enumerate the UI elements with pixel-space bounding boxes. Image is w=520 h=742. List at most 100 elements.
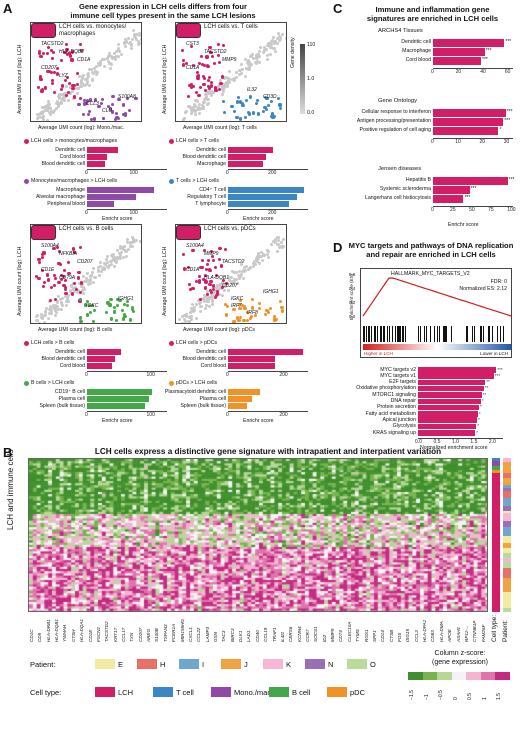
nes-bars: MYC targets v2 *** MYC targets v1 *** E2F ta…	[356, 367, 503, 442]
background-gene-dot	[81, 75, 85, 79]
other-enriched-gene-dot	[109, 297, 113, 301]
celltype-swatch-0	[95, 687, 115, 697]
enrichr-bar	[87, 396, 149, 402]
other-enriched-gene-dot	[108, 303, 112, 307]
background-gene-dot	[261, 252, 265, 256]
gene-label-ighg1: IGHG1	[263, 289, 279, 295]
lch-enriched-gene-dot	[187, 83, 191, 88]
bar-term-label: Hepatitis B	[405, 176, 431, 183]
other-enriched-gene-dot	[278, 299, 282, 303]
enrichr-label-1: Enrichr score	[102, 216, 133, 222]
lch-enriched-gene-dot	[49, 298, 53, 303]
background-gene-dot	[261, 254, 265, 258]
scatter-title-2-l1: LCH cells vs. T cells	[204, 24, 258, 30]
gene-label-cd1e: CD1E	[41, 267, 55, 273]
background-gene-dot	[111, 258, 115, 262]
background-gene-dot	[215, 284, 219, 288]
lch-enriched-gene-dot	[53, 276, 58, 280]
barcode-hit	[418, 326, 420, 342]
barcode-hit	[402, 326, 404, 342]
background-gene-dot	[43, 320, 47, 323]
background-gene-dot	[98, 61, 102, 65]
enrichr-label-3: Enrichr score	[102, 418, 133, 424]
bar-row: Oxidative phosphorylation **	[356, 385, 503, 392]
down-legend-dot-2	[169, 179, 174, 184]
barcode-hit	[497, 326, 499, 342]
other-enriched-gene-dot	[101, 117, 105, 121]
axis-tick-label: 100	[129, 170, 138, 176]
up-legend-dot-2	[169, 139, 174, 144]
background-gene-dot	[99, 265, 103, 269]
barcode-hit	[472, 326, 474, 342]
heatmap-gene-label: CD207	[137, 627, 143, 642]
background-gene-dot	[248, 65, 252, 69]
background-gene-dot	[273, 240, 277, 244]
background-gene-dot	[218, 79, 222, 83]
c-axis-2	[433, 138, 513, 139]
other-enriched-gene-dot	[235, 115, 239, 119]
celltype-name-3: B cell	[292, 688, 311, 697]
heatmap-gene-label: CTSH	[70, 629, 76, 642]
lower-in-lch-label: Lower in LCH	[480, 351, 508, 356]
lch-enriched-gene-dot	[78, 97, 83, 101]
background-gene-dot	[193, 108, 197, 112]
background-gene-dot	[139, 240, 141, 244]
background-gene-dot	[207, 92, 211, 96]
background-gene-dot	[123, 44, 127, 48]
enrichr-bar	[87, 161, 105, 167]
bar-row: Blood dendritic cell	[182, 154, 308, 160]
other-enriched-gene-dot	[113, 310, 117, 314]
heatmap-gene-label: TACSTD2	[104, 621, 110, 642]
background-gene-dot	[197, 112, 201, 116]
bar-term-label: Alveolar macrophage	[35, 193, 85, 200]
background-gene-dot	[267, 256, 271, 260]
background-gene-dot	[119, 245, 123, 249]
background-gene-dot	[94, 70, 98, 74]
background-gene-dot	[65, 84, 69, 88]
patient-segment	[503, 591, 511, 598]
heatmap-gene-label: CXCL1	[187, 627, 193, 642]
down-bars-3: CD19⁺ B cell Plasma cell Spleen (bulk tiss…	[39, 389, 167, 413]
patient-segment	[503, 552, 511, 558]
lch-enriched-gene-dot	[205, 55, 209, 59]
scatter-ylabel-2: Average UMI count (log): LCH	[162, 44, 168, 114]
legend-patient-label: Patient:	[30, 660, 56, 669]
background-gene-dot	[43, 108, 47, 112]
patient-segment	[503, 601, 511, 609]
enrichr-bar	[433, 109, 506, 117]
bar-row: Fatty acid metabolism *	[366, 411, 503, 417]
background-gene-dot	[131, 29, 135, 33]
panel-d-title-line2: and repair are enriched in LCH cells	[366, 249, 496, 259]
bar-row: Macrophage	[56, 187, 167, 193]
lch-cell-icon-4	[176, 225, 201, 240]
background-gene-dot	[125, 250, 129, 254]
heatmap-gene-label: CCL19	[263, 627, 269, 642]
patient-segment	[503, 466, 511, 474]
background-gene-dot	[276, 36, 280, 40]
lch-enriched-gene-dot	[196, 76, 200, 80]
lch-enriched-gene-dot	[224, 282, 228, 286]
lch-enriched-gene-dot	[79, 281, 84, 285]
bar-row: Protein secretion *	[377, 404, 503, 411]
other-enriched-gene-dot	[255, 98, 259, 103]
bar-row: Blood dendritic cell	[41, 356, 167, 362]
lch-enriched-gene-dot	[39, 54, 43, 58]
lch-enriched-gene-dot	[59, 262, 63, 266]
background-gene-dot	[203, 93, 207, 97]
other-enriched-gene-dot	[251, 111, 255, 115]
patient-swatch-h	[137, 659, 157, 669]
background-gene-dot	[238, 73, 242, 77]
legend-celltype-label: Cell type:	[30, 688, 62, 697]
background-gene-dot	[184, 110, 188, 114]
other-enriched-gene-dot	[233, 110, 237, 114]
other-enriched-gene-dot	[243, 115, 247, 120]
heatmap-gene-label: CD74	[338, 630, 344, 642]
background-gene-dot	[98, 64, 102, 68]
background-gene-dot	[198, 103, 202, 107]
patient-segment	[503, 608, 511, 613]
axis-tick-label: 75	[488, 207, 494, 213]
other-enriched-gene-dot	[88, 311, 92, 315]
lch-enriched-gene-dot	[209, 279, 213, 283]
background-gene-dot	[261, 51, 265, 55]
zscore-tick: 1	[481, 697, 488, 700]
